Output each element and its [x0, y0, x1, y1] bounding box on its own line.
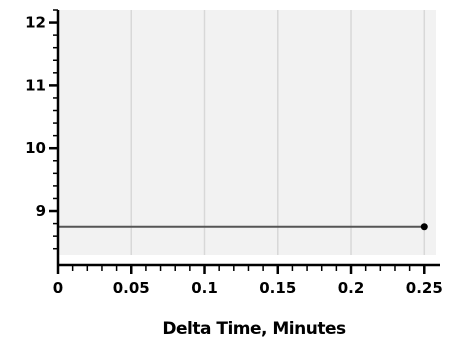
plot-area-background — [58, 10, 436, 255]
x-axis-title: Delta Time, Minutes — [162, 319, 346, 339]
x-tick-label: 0.2 — [338, 279, 365, 297]
x-tick-label: 0.05 — [113, 279, 150, 297]
axes: 9 10 11 12 0 0.05 0.1 0.15 0.2 0.25 — [25, 9, 443, 297]
x-tick-label: 0.15 — [259, 279, 296, 297]
y-tick-label: 12 — [25, 14, 46, 32]
y-tick-label: 10 — [25, 139, 46, 157]
x-tick-label: 0.25 — [406, 279, 443, 297]
grid-lines — [130, 10, 426, 255]
series-group — [58, 223, 428, 231]
y-tick-label: 9 — [36, 202, 46, 220]
data-point-marker — [420, 223, 428, 231]
x-tick-label: 0 — [53, 279, 63, 297]
y-tick-label: 11 — [25, 76, 46, 94]
x-tick-label: 0.1 — [191, 279, 218, 297]
